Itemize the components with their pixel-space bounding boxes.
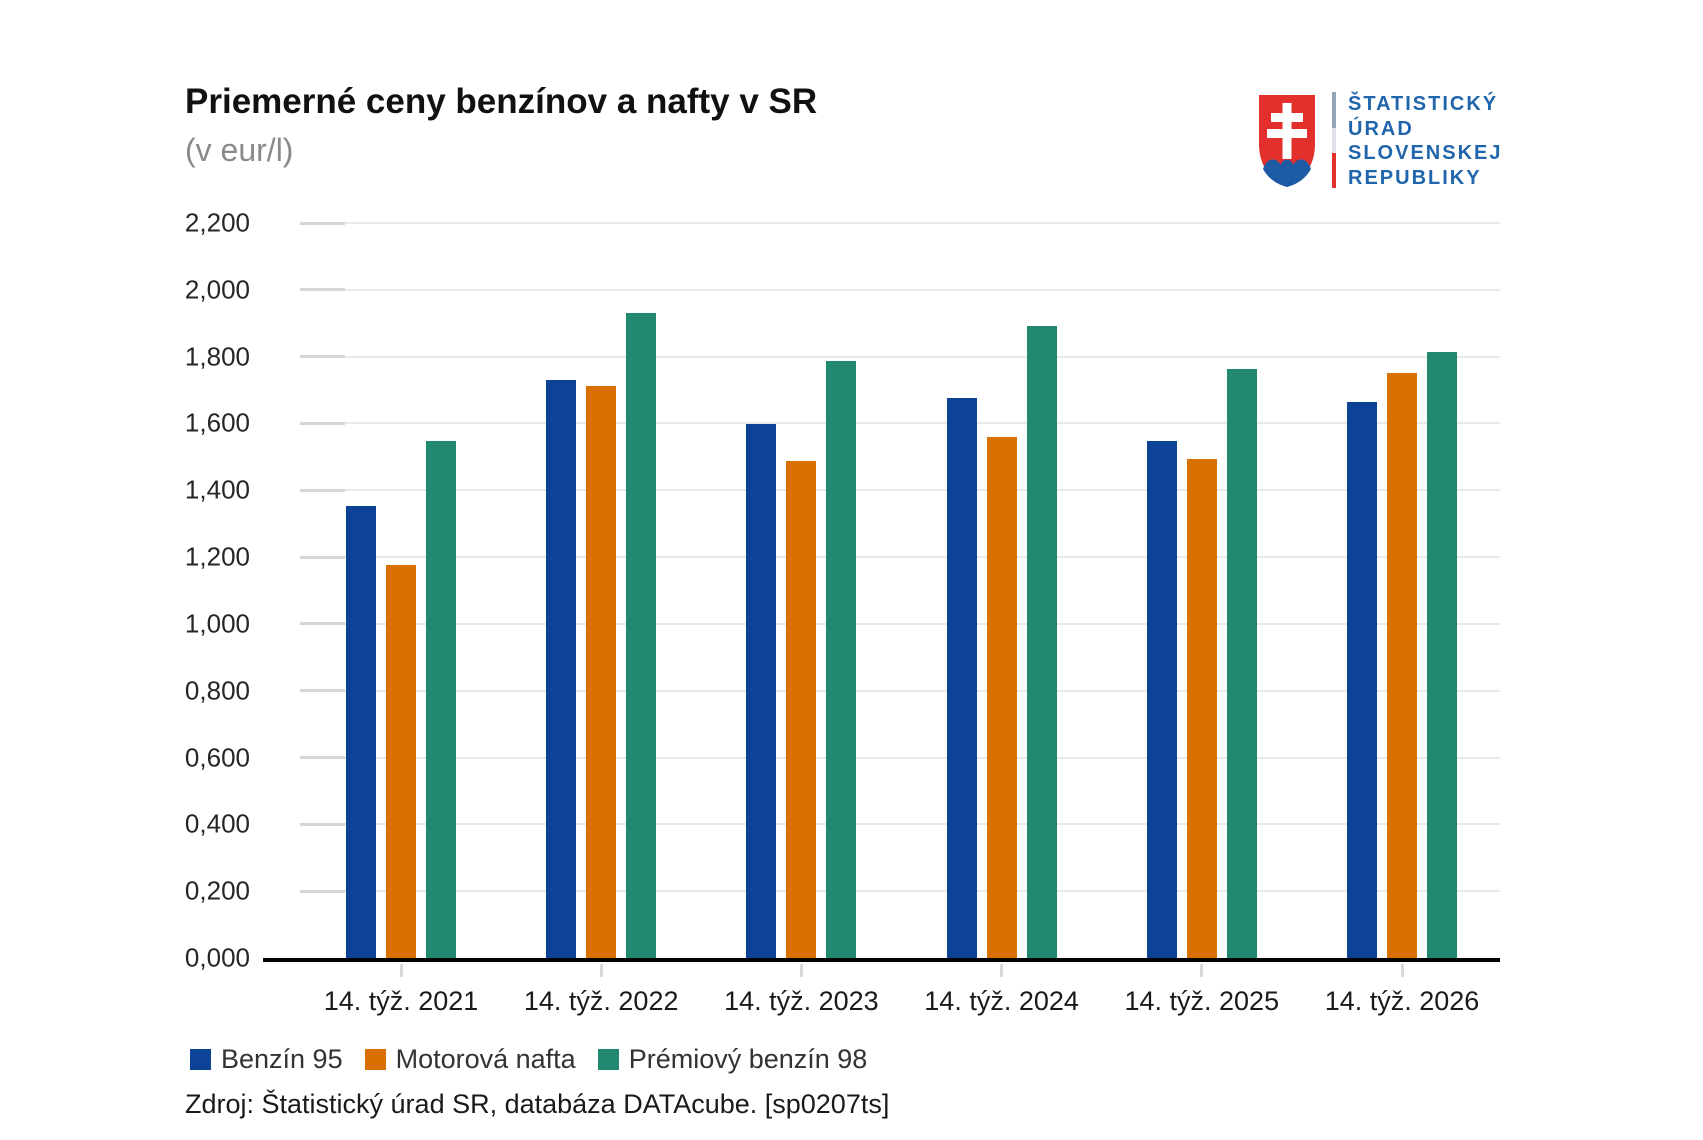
y-gridline — [300, 890, 1500, 893]
x-axis-category-label: 14. týž. 2024 — [924, 986, 1079, 1016]
x-axis-category-label: 14. týž. 2022 — [523, 986, 679, 1016]
y-gridline — [300, 756, 1500, 759]
logo-text-line: ŠTATISTICKÝ — [1348, 93, 1499, 115]
bar-premiovy-benzin-98-14-tyz-2022 — [626, 313, 657, 958]
x-axis-category-label: 14. týž. 2025 — [1124, 986, 1280, 1016]
y-gridline — [300, 556, 1500, 559]
bar-benzin-95-14-tyz-2026 — [1347, 402, 1377, 958]
y-axis-tick — [300, 421, 345, 425]
bar-motorova-nafta-14-tyz-2025 — [1186, 459, 1217, 958]
statistical-office-logo: ŠTATISTICKÝ ÚRAD SLOVENSKEJ REPUBLIKY — [1256, 92, 1502, 190]
bar-motorova-nafta-14-tyz-2026 — [1387, 373, 1417, 958]
legend-swatch-icon — [190, 1049, 211, 1070]
legend-label: Motorová nafta — [395, 1044, 576, 1074]
y-gridline — [300, 288, 1500, 291]
y-axis-label: 1,000 — [184, 608, 250, 639]
chart-legend: Benzín 95 Motorová nafta Prémiový benzín 9… — [190, 1044, 889, 1075]
y-axis-label: 2,200 — [184, 207, 250, 238]
x-axis-line — [263, 958, 1500, 962]
x-axis-tick — [799, 964, 803, 977]
legend-item-motorova-nafta: Motorová nafta — [364, 1044, 576, 1075]
x-axis-category-label: 14. týž. 2026 — [1324, 986, 1480, 1016]
y-axis-label: 1,400 — [184, 474, 250, 505]
x-axis-category-label: 14. týž. 2023 — [724, 986, 879, 1016]
y-axis-tick — [300, 689, 345, 693]
x-axis-tick — [1000, 964, 1004, 977]
bar-premiovy-benzin-98-14-tyz-2025 — [1226, 369, 1257, 958]
slovak-coat-of-arms-icon — [1259, 95, 1315, 187]
y-gridline — [300, 355, 1500, 358]
y-gridline — [300, 689, 1500, 692]
y-gridline — [300, 622, 1500, 625]
bar-benzin-95-14-tyz-2023 — [746, 424, 777, 958]
bar-premiovy-benzin-98-14-tyz-2023 — [826, 361, 857, 958]
y-gridline — [300, 489, 1500, 492]
logo-text: ŠTATISTICKÝ ÚRAD SLOVENSKEJ REPUBLIKY — [1348, 92, 1502, 190]
y-axis-label: 0,000 — [184, 942, 250, 973]
bar-motorova-nafta-14-tyz-2024 — [986, 436, 1017, 958]
logo-text-line: REPUBLIKY — [1348, 166, 1482, 189]
bar-benzin-95-14-tyz-2024 — [946, 398, 977, 958]
y-axis-label: 0,600 — [184, 742, 250, 773]
y-axis-tick — [300, 889, 345, 893]
y-axis-label: 2,000 — [184, 274, 250, 305]
y-axis-label: 1,200 — [184, 541, 250, 572]
y-axis-tick — [300, 288, 345, 292]
source-note: Zdroj: Štatistický úrad SR, databáza DAT… — [185, 1089, 890, 1119]
y-axis-tick — [300, 622, 345, 626]
bar-premiovy-benzin-98-14-tyz-2024 — [1026, 326, 1057, 958]
y-axis-label: 1,600 — [184, 407, 250, 438]
legend-swatch-icon — [364, 1049, 386, 1070]
x-axis-category-label: 14. týž. 2021 — [323, 986, 479, 1016]
y-axis-tick — [300, 756, 345, 760]
y-axis-label: 0,400 — [184, 808, 250, 839]
bar-motorova-nafta-14-tyz-2022 — [586, 386, 617, 958]
x-axis-tick — [399, 964, 403, 977]
legend-swatch-icon — [597, 1049, 619, 1070]
legend-item-benzin-95: Benzín 95 — [190, 1044, 343, 1075]
y-gridline — [300, 823, 1500, 826]
x-axis-tick — [599, 964, 603, 977]
logo-divider — [1332, 92, 1336, 188]
bar-benzin-95-14-tyz-2021 — [346, 506, 376, 958]
y-gridline — [300, 422, 1500, 425]
legend-item-premiovy-benzin-98: Prémiový benzín 98 — [597, 1044, 868, 1075]
chart-title: Priemerné ceny benzínov a nafty v SR — [185, 82, 818, 121]
x-axis-tick — [1400, 964, 1404, 977]
bar-motorova-nafta-14-tyz-2021 — [386, 565, 416, 958]
y-axis-tick — [300, 822, 345, 826]
y-axis-label: 0,200 — [184, 875, 250, 906]
bar-motorova-nafta-14-tyz-2023 — [786, 460, 817, 958]
x-axis-tick — [1200, 964, 1204, 977]
y-axis-label: 1,800 — [184, 341, 250, 372]
logo-text-line: ÚRAD — [1348, 117, 1414, 140]
bar-premiovy-benzin-98-14-tyz-2026 — [1427, 351, 1457, 958]
y-axis-label: 0,800 — [184, 675, 250, 706]
y-axis-tick — [300, 555, 345, 559]
y-axis-tick — [300, 355, 345, 359]
bar-benzin-95-14-tyz-2025 — [1146, 441, 1177, 958]
y-gridline — [300, 222, 1500, 224]
bar-benzin-95-14-tyz-2022 — [546, 380, 577, 958]
bar-premiovy-benzin-98-14-tyz-2021 — [426, 440, 456, 958]
legend-label: Benzín 95 — [221, 1044, 343, 1074]
legend-label: Prémiový benzín 98 — [628, 1044, 868, 1074]
chart-subtitle: (v eur/l) — [185, 132, 294, 168]
y-axis-tick — [300, 488, 345, 492]
y-axis-tick — [300, 221, 345, 225]
logo-text-line: SLOVENSKEJ — [1348, 142, 1503, 164]
